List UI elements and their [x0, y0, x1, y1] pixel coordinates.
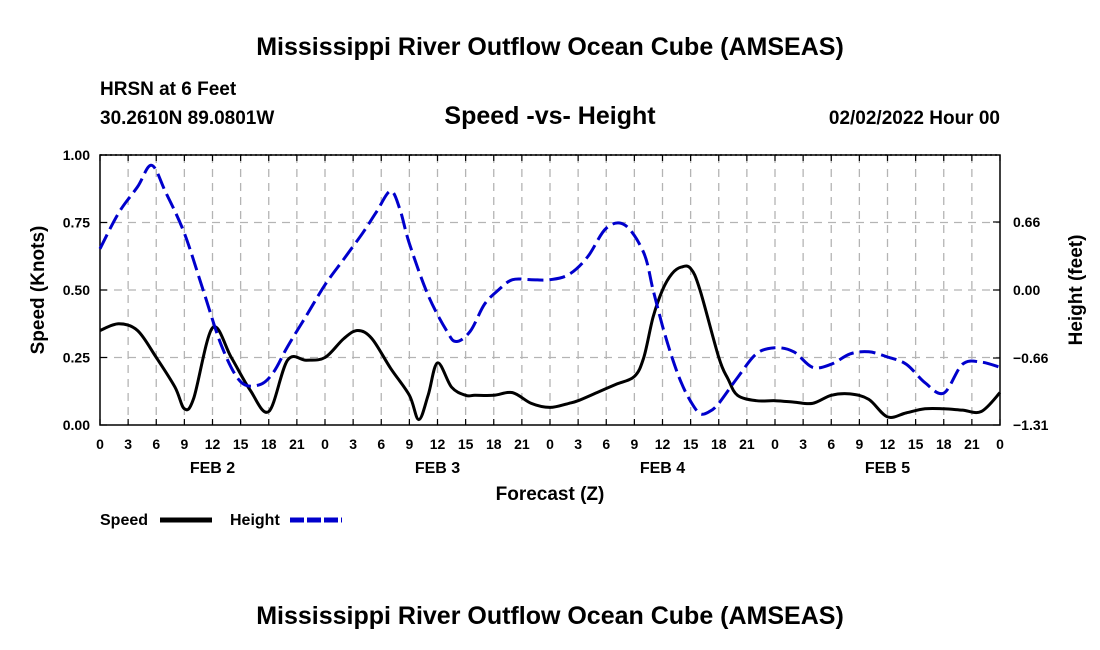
- x-tick-label: 21: [739, 436, 755, 452]
- x-tick-label: 9: [405, 436, 413, 452]
- legend-speed-label: Speed: [100, 512, 148, 529]
- x-tick-label: 0: [96, 436, 104, 452]
- x-tick-label: 3: [799, 436, 807, 452]
- axis-ticks: 0 3 6 9 12 15 18 21 0 3 6 9 12 15 18 21 0 3 6 9 12 15 18 21 0 3 6 9…: [63, 147, 1049, 477]
- y2-axis-label: Height (feet): [1066, 235, 1087, 346]
- x-tick-label: 15: [908, 436, 924, 452]
- x-tick-label: 18: [486, 436, 502, 452]
- date-label: FEB 4: [640, 460, 685, 477]
- y-tick-label: 0.00: [63, 417, 90, 433]
- x-tick-label: 9: [855, 436, 863, 452]
- x-tick-label: 6: [602, 436, 610, 452]
- date-label: FEB 2: [190, 460, 235, 477]
- station-coordinates: 30.2610N 89.0801W: [100, 108, 274, 129]
- x-tick-label: 6: [377, 436, 385, 452]
- y-axis-label: Speed (Knots): [28, 226, 49, 355]
- x-tick-label: 21: [514, 436, 530, 452]
- chart-main-title: Mississippi River Outflow Ocean Cube (AM…: [256, 33, 844, 61]
- y-tick-label: 0.25: [63, 350, 90, 366]
- x-tick-label: 18: [261, 436, 277, 452]
- series-group: [98, 163, 1002, 422]
- x-tick-label: 9: [180, 436, 188, 452]
- x-tick-label: 0: [771, 436, 779, 452]
- x-tick-label: 12: [205, 436, 221, 452]
- x-tick-label: 12: [655, 436, 671, 452]
- speed-series-line: [99, 264, 1002, 422]
- x-tick-label: 0: [321, 436, 329, 452]
- x-tick-label: 3: [574, 436, 582, 452]
- x-tick-label: 6: [827, 436, 835, 452]
- x-tick-label: 15: [458, 436, 474, 452]
- x-tick-label: 15: [683, 436, 699, 452]
- x-tick-label: 12: [880, 436, 896, 452]
- legend: Speed Height: [100, 512, 342, 529]
- x-tick-label: 12: [430, 436, 446, 452]
- y2-tick-label: −0.66: [1013, 350, 1049, 366]
- legend-height-label: Height: [230, 512, 280, 529]
- chart-subtitle: Speed -vs- Height: [444, 102, 656, 130]
- date-label: FEB 3: [415, 460, 460, 477]
- y-tick-label: 0.50: [63, 282, 90, 298]
- x-tick-label: 9: [630, 436, 638, 452]
- x-tick-label: 21: [964, 436, 980, 452]
- x-axis-label: Forecast (Z): [496, 484, 605, 505]
- x-tick-label: 18: [936, 436, 952, 452]
- date-label: FEB 5: [865, 460, 910, 477]
- y2-tick-label: −1.31: [1013, 417, 1049, 433]
- x-tick-label: 21: [289, 436, 305, 452]
- height-series-line: [98, 163, 1001, 416]
- x-tick-label: 3: [124, 436, 132, 452]
- y2-tick-label: 0.66: [1013, 214, 1040, 230]
- grid-lines: [100, 155, 1000, 425]
- forecast-datetime: 02/02/2022 Hour 00: [829, 108, 1000, 129]
- footer-title: Mississippi River Outflow Ocean Cube (AM…: [256, 602, 844, 630]
- x-tick-label: 0: [996, 436, 1004, 452]
- x-tick-label: 0: [546, 436, 554, 452]
- y-tick-label: 0.75: [63, 215, 90, 231]
- x-tick-label: 3: [349, 436, 357, 452]
- x-tick-label: 6: [152, 436, 160, 452]
- x-tick-label: 18: [711, 436, 727, 452]
- y-tick-label: 1.00: [63, 147, 90, 163]
- station-label: HRSN at 6 Feet: [100, 79, 237, 100]
- y2-tick-label: 0.00: [1013, 282, 1040, 298]
- x-tick-label: 15: [233, 436, 249, 452]
